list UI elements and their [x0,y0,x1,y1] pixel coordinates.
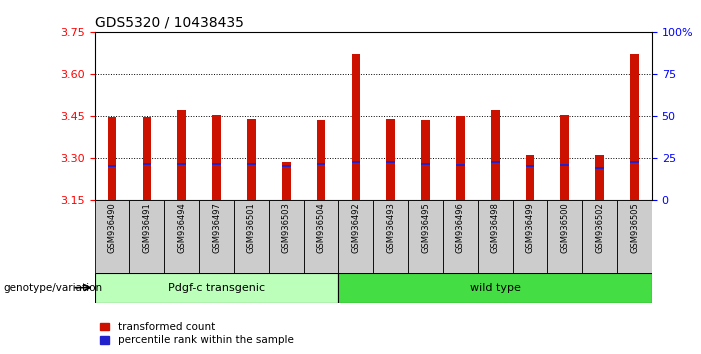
Bar [583,200,617,273]
Text: GSM936502: GSM936502 [595,202,604,253]
Bar [547,200,583,273]
Text: GSM936492: GSM936492 [351,202,360,253]
Bar [339,273,652,303]
Text: GSM936504: GSM936504 [317,202,325,253]
Bar [268,200,304,273]
Text: GSM936491: GSM936491 [142,202,151,253]
Bar [526,165,534,167]
Bar [177,162,186,165]
Text: GSM936497: GSM936497 [212,202,221,253]
Bar [526,155,534,200]
Bar [421,162,430,165]
Text: wild type: wild type [470,282,521,293]
Bar [199,200,234,273]
Bar [108,117,116,200]
Text: GSM936494: GSM936494 [177,202,186,253]
Bar [282,165,290,167]
Bar [317,120,325,200]
Text: GSM936499: GSM936499 [526,202,535,253]
Bar [130,200,164,273]
Bar [108,165,116,167]
Legend: transformed count, percentile rank within the sample: transformed count, percentile rank withi… [100,322,294,345]
Bar [408,200,443,273]
Bar [421,120,430,200]
Bar [317,162,325,165]
Bar [630,161,639,163]
Text: GSM936503: GSM936503 [282,202,291,253]
Text: GSM936496: GSM936496 [456,202,465,253]
Bar [443,200,478,273]
Bar [142,162,151,165]
Text: genotype/variation: genotype/variation [4,282,102,293]
Bar [630,54,639,200]
Bar [212,115,221,200]
Text: GDS5320 / 10438435: GDS5320 / 10438435 [95,15,243,29]
Text: GSM936500: GSM936500 [560,202,569,253]
Bar [247,119,256,200]
Bar [95,200,130,273]
Bar [561,164,569,166]
Bar [456,164,465,166]
Text: GSM936490: GSM936490 [107,202,116,253]
Bar [142,117,151,200]
Bar [177,110,186,200]
Bar [282,162,290,200]
Text: GSM936501: GSM936501 [247,202,256,253]
Text: GSM936495: GSM936495 [421,202,430,253]
Bar [234,200,268,273]
Bar [95,273,339,303]
Bar [595,167,604,169]
Bar [351,161,360,163]
Text: Pdgf-c transgenic: Pdgf-c transgenic [168,282,265,293]
Bar [617,200,652,273]
Bar [478,200,512,273]
Bar [595,155,604,200]
Bar [512,200,547,273]
Bar [339,200,374,273]
Bar [386,161,395,163]
Bar [247,162,256,165]
Bar [351,54,360,200]
Bar [212,162,221,165]
Bar [491,161,500,163]
Bar [304,200,339,273]
Text: GSM936505: GSM936505 [630,202,639,253]
Bar [456,116,465,200]
Bar [374,200,408,273]
Bar [561,115,569,200]
Text: GSM936493: GSM936493 [386,202,395,253]
Text: GSM936498: GSM936498 [491,202,500,253]
Bar [164,200,199,273]
Bar [491,110,500,200]
Bar [386,119,395,200]
